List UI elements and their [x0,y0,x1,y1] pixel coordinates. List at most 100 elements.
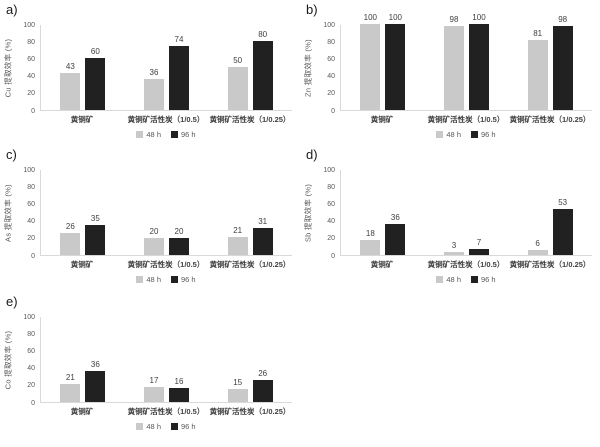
legend: 48 h 96 h [40,275,292,284]
y-tick-label: 40 [27,73,35,81]
y-tick-label: 60 [327,55,335,63]
y-tick-label: 40 [27,365,35,373]
panel-e: e) Co 提取效率 (%) 0 20 40 60 80 100 21 36 17 16 15 26… [0,292,300,442]
bar-48h: 43 [60,62,81,110]
bar-group: 26 35 [60,214,106,255]
y-tick-label: 0 [31,399,35,407]
y-tick-label: 100 [23,166,35,174]
category-label: 黄铜矿活性炭（1/0.5） [127,115,205,124]
plot-row: Co 提取效率 (%) 0 20 40 60 80 100 21 36 17 16 15 26 [0,314,300,407]
bar-value-label: 36 [149,68,159,78]
legend-swatch-icon [171,423,178,430]
legend-item: 48 h [136,422,161,431]
y-axis: 0 20 40 60 80 100 [16,22,40,115]
legend-swatch-icon [136,276,144,283]
x-axis-labels: 黄铜矿 黄铜矿活性炭（1/0.5） 黄铜矿活性炭（1/0.25） [340,114,592,125]
legend-swatch-icon [471,131,478,138]
bar-96h: 80 [252,30,273,110]
category-label: 黄铜矿活性炭（1/0.5） [127,407,205,416]
y-tick-label: 0 [331,107,335,115]
y-tick-label: 20 [27,235,35,243]
legend-label: 96 h [481,275,496,284]
bar-group: 21 36 [60,360,106,402]
bar-value-label: 98 [449,14,459,24]
bar-value-label: 6 [535,238,540,248]
bar-48h: 20 [143,227,164,255]
plot-row: Zn 提取效率 (%) 0 20 40 60 80 100 100 100 98 100 81 98 [300,13,600,115]
legend-label: 48 h [446,275,461,284]
bar-96h: 16 [168,377,189,402]
panel-letter: e) [6,294,18,309]
bar-96h: 98 [552,15,573,110]
y-axis: 0 20 40 60 80 100 [16,314,40,407]
bar-value-label: 18 [365,228,375,238]
bar-value-label: 3 [451,241,457,251]
bar-value-label: 21 [233,225,243,235]
y-axis-title-box: Co 提取效率 (%) [0,317,16,403]
bar-96h: 35 [85,214,106,255]
y-tick-label: 100 [323,21,335,29]
bar-value-label: 100 [388,13,403,22]
x-axis-labels: 黄铜矿 黄铜矿活性炭（1/0.5） 黄铜矿活性炭（1/0.25） [40,259,292,270]
bar-value-label: 98 [558,14,568,24]
category-label: 黄铜矿 [370,260,394,269]
category-label: 黄铜矿活性炭（1/0.25） [509,260,591,269]
legend-label: 48 h [146,422,161,431]
y-tick-label: 80 [27,330,35,338]
bar-96h: 26 [252,369,273,402]
panel-d: d) Sb 提取效率 (%) 0 20 40 60 80 100 18 36 3 7 6 53 黄铜… [300,145,600,295]
plot-area: 26 35 20 20 21 31 [40,170,292,256]
bar-value-label: 17 [149,376,159,386]
bar-value-label: 100 [363,13,378,22]
bar-value-label: 26 [258,368,268,378]
bar-96h: 31 [252,217,273,255]
bar-value-label: 20 [149,226,159,236]
bar-96h: 100 [468,13,489,110]
y-tick-label: 40 [27,218,35,226]
bar-96h: 53 [552,198,573,255]
bar-group: 6 53 [527,198,573,255]
y-tick-label: 20 [327,90,335,98]
plot-row: As 提取效率 (%) 0 20 40 60 80 100 26 35 20 20 21 31 [0,167,300,260]
plot-area: 18 36 3 7 6 53 [340,170,592,256]
panel-letter: d) [306,147,318,162]
y-tick-label: 0 [31,252,35,260]
bar-48h: 50 [227,56,248,110]
bar-group: 21 31 [227,217,273,255]
bar-48h: 21 [227,226,248,255]
y-axis: 0 20 40 60 80 100 [316,167,340,260]
bar-value-label: 100 [472,13,486,22]
legend-item: 96 h [171,422,196,431]
legend-swatch-icon [471,276,478,283]
y-axis-title: Sb 提取效率 (%) [303,183,313,243]
bar-value-label: 50 [233,56,243,65]
legend-label: 96 h [181,130,196,139]
bar-group: 100 100 [360,13,406,110]
category-label: 黄铜矿活性炭（1/0.5） [127,260,205,269]
legend-item: 96 h [171,130,196,139]
y-axis-title-box: Zn 提取效率 (%) [300,25,316,111]
legend-item: 48 h [436,275,461,284]
bar-group: 43 60 [60,47,106,110]
bar-value-label: 43 [65,62,75,72]
bar-48h: 18 [360,229,381,255]
x-axis-labels: 黄铜矿 黄铜矿活性炭（1/0.5） 黄铜矿活性炭（1/0.25） [40,114,292,125]
bar-48h: 3 [443,241,464,255]
y-axis-title: As 提取效率 (%) [3,184,13,242]
bar-group: 50 80 [227,30,273,110]
legend: 48 h 96 h [40,422,292,431]
legend-item: 48 h [136,275,161,284]
bar-group: 18 36 [360,213,406,255]
bar-value-label: 80 [258,30,268,40]
bar-48h: 81 [527,29,548,110]
legend-label: 96 h [481,130,496,139]
bar-group: 36 74 [143,35,189,110]
bar-48h: 26 [60,222,81,255]
panel-c: c) As 提取效率 (%) 0 20 40 60 80 100 26 35 20 20 21 31… [0,145,300,295]
legend-label: 48 h [446,130,461,139]
bar-group: 98 100 [443,13,489,110]
legend-swatch-icon [171,131,178,138]
bar-group: 15 26 [227,369,273,402]
